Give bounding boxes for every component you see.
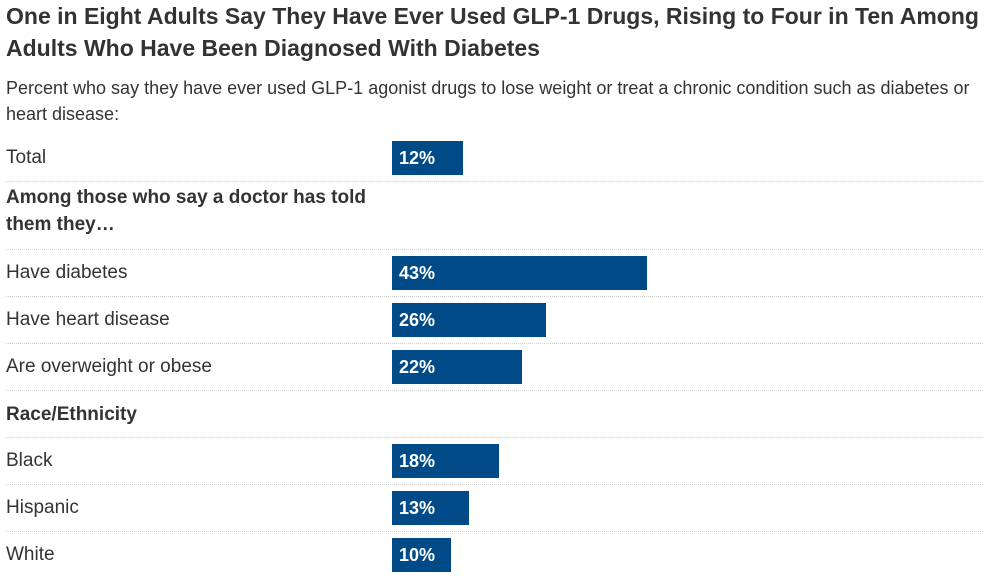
bar-value-label-have-heart-disease: 26% [399, 310, 436, 330]
row-label-are-overweight-or-obese: Are overweight or obese [6, 356, 212, 377]
row-divider [6, 484, 983, 485]
row-label-have-heart-disease: Have heart disease [6, 309, 170, 330]
row-divider [6, 296, 983, 297]
bar-white [392, 538, 451, 572]
group-header-race-ethnicity: Race/Ethnicity [6, 404, 137, 425]
bar-black [392, 444, 499, 478]
row-divider [6, 437, 983, 438]
row-label-hispanic: Hispanic [6, 497, 79, 518]
row-divider [6, 249, 983, 250]
bar-are-overweight-or-obese [392, 350, 522, 384]
row-divider [6, 181, 983, 182]
bar-value-label-are-overweight-or-obese: 22% [399, 357, 436, 377]
row-label-black: Black [6, 450, 53, 471]
bar-total [392, 141, 463, 175]
bar-value-label-black: 18% [399, 451, 436, 471]
bar-value-label-white: 10% [399, 545, 436, 565]
bar-have-heart-disease [392, 303, 546, 337]
bar-value-label-have-diabetes: 43% [399, 263, 436, 283]
row-divider [6, 343, 983, 344]
chart-title: One in Eight Adults Say They Have Ever U… [6, 3, 979, 61]
row-divider [6, 531, 983, 532]
row-divider [6, 390, 983, 391]
bar-value-label-hispanic: 13% [399, 498, 436, 518]
bar-hispanic [392, 491, 469, 525]
row-label-total: Total [6, 147, 47, 168]
bar-value-label-total: 12% [399, 148, 436, 168]
chart-subtitle: Percent who say they have ever used GLP-… [6, 78, 970, 124]
row-label-have-diabetes: Have diabetes [6, 262, 128, 283]
row-label-white: White [6, 544, 55, 565]
group-header-among-those-who-say-a-doctor-has-told-them-they: Among those who say a doctor has told th… [6, 187, 366, 235]
bar-have-diabetes [392, 256, 647, 290]
